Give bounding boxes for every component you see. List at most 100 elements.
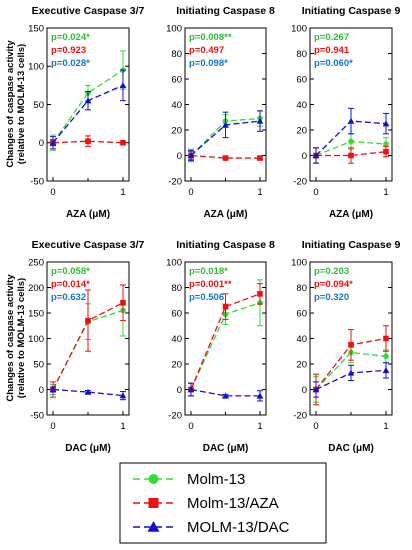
legend-label: MOLM-13/DAC xyxy=(187,519,290,536)
p-value-label: p=0.098* xyxy=(189,58,228,69)
data-point xyxy=(256,117,264,124)
y-tick-label: 20 xyxy=(171,359,182,370)
data-point xyxy=(85,317,91,324)
data-point xyxy=(383,335,389,342)
p-value-label: p=0.001** xyxy=(189,279,232,290)
data-point xyxy=(119,392,127,399)
y-tick-label: 40 xyxy=(171,100,182,111)
y-tick-label: 60 xyxy=(296,308,307,319)
panel-title: Initiating Caspase 8 xyxy=(176,239,275,251)
data-point xyxy=(348,342,354,348)
data-point xyxy=(49,386,57,393)
y-tick-label: 0 xyxy=(39,385,44,396)
data-point xyxy=(257,155,263,161)
data-point xyxy=(187,152,195,159)
y-tick-label: -20 xyxy=(168,176,182,187)
series-square xyxy=(313,146,389,164)
data-point xyxy=(382,367,390,374)
data-point xyxy=(256,392,264,399)
p-value-label: p=0.632 xyxy=(51,292,86,303)
y-tick-label: 100 xyxy=(28,62,44,73)
data-point xyxy=(147,521,160,532)
y-tick-label: 200 xyxy=(28,283,44,294)
y-tick-label: 0 xyxy=(302,151,307,162)
y-tick-label: 150 xyxy=(28,23,44,34)
chart-panel-4: Executive Caspase 3/7 -50 0 50 100 150 200 250 0… xyxy=(28,239,144,454)
panel-title: Initiating Caspase 9 xyxy=(302,239,401,251)
data-point xyxy=(347,117,355,124)
y-tick-label: 100 xyxy=(291,23,307,34)
data-point xyxy=(187,386,195,393)
y-tick-label: 60 xyxy=(171,308,182,319)
data-point xyxy=(257,291,263,297)
y-tick-label: 250 xyxy=(28,257,44,268)
p-value-label: p=0.203 xyxy=(314,266,349,277)
p-value-label: p=0.014* xyxy=(51,279,90,290)
y-tick-label: 40 xyxy=(296,334,307,345)
p-value-label: p=0.267 xyxy=(314,32,349,43)
legend-label: Molm-13 xyxy=(187,471,245,488)
y-tick-label: 0 xyxy=(177,151,182,162)
legend: Molm-13 Molm-13/AZA MOLM-13/DAC xyxy=(119,462,327,544)
chart-panel-1: Executive Caspase 3/7 -50 0 50 100 150 0 1 AZA (… xyxy=(28,5,144,220)
x-tick-label: 1 xyxy=(383,421,388,432)
chart-panel-5: Initiating Caspase 8 -20 0 20 40 60 80 100 0 1 DAC… xyxy=(166,239,275,454)
p-value-label: p=0.024* xyxy=(51,32,90,43)
y-tick-label: 40 xyxy=(171,334,182,345)
data-point xyxy=(222,303,229,310)
x-axis-label: AZA (μM) xyxy=(66,209,110,220)
x-axis-label: DAC (μM) xyxy=(203,443,249,454)
series-triangle xyxy=(49,386,127,401)
legend-entry-circle: Molm-13 xyxy=(133,471,245,488)
series-line xyxy=(190,388,260,397)
panel-title: Executive Caspase 3/7 xyxy=(32,5,145,17)
y-axis-label-line: Changes of caspase activity xyxy=(5,274,16,402)
data-point xyxy=(119,82,127,89)
series-triangle xyxy=(49,69,127,150)
x-axis-label: AZA (μM) xyxy=(203,209,247,220)
x-tick-label: 1 xyxy=(120,187,125,198)
data-point xyxy=(222,392,229,399)
panel-title: Initiating Caspase 9 xyxy=(302,5,401,17)
data-point xyxy=(222,121,229,128)
series-line xyxy=(52,388,124,397)
x-tick-label: 0 xyxy=(313,421,318,432)
data-point xyxy=(348,152,354,159)
x-tick-label: 1 xyxy=(120,421,125,432)
y-tick-label: 0 xyxy=(177,385,182,396)
x-axis-label: DAC (μM) xyxy=(65,443,111,454)
y-tick-label: 20 xyxy=(296,359,307,370)
y-tick-label: 80 xyxy=(296,283,307,294)
series-triangle xyxy=(312,362,390,398)
y-tick-label: 60 xyxy=(296,74,307,85)
p-value-label: p=0.028* xyxy=(51,58,90,69)
legend-label: Molm-13/AZA xyxy=(187,495,279,512)
x-tick-label: 0 xyxy=(188,421,193,432)
x-tick-label: 1 xyxy=(383,187,388,198)
p-value-label: p=0.941 xyxy=(314,45,350,56)
series-square xyxy=(50,135,126,148)
data-point xyxy=(383,353,389,360)
data-point xyxy=(383,141,389,147)
y-tick-label: 100 xyxy=(291,257,307,268)
series-square xyxy=(188,151,263,161)
y-tick-label: 80 xyxy=(296,49,307,60)
panel-title: Executive Caspase 3/7 xyxy=(32,239,145,251)
series-triangle xyxy=(312,107,390,164)
y-tick-label: 80 xyxy=(171,283,182,294)
series-triangle xyxy=(187,110,264,162)
p-value-label: p=0.060* xyxy=(314,58,353,69)
legend-entry-square: Molm-13/AZA xyxy=(133,495,279,512)
y-tick-label: 60 xyxy=(171,74,182,85)
y-axis-label-2: Changes of caspase activity (relative to … xyxy=(5,274,27,402)
p-value-label: p=0.923 xyxy=(51,45,86,56)
data-point xyxy=(382,120,390,127)
y-tick-label: 20 xyxy=(171,125,182,136)
data-point xyxy=(148,474,159,484)
series-line xyxy=(52,140,124,144)
y-axis-label-line: (relative to MOLM-13 cells) xyxy=(16,44,27,164)
data-point xyxy=(222,155,229,161)
y-tick-label: 100 xyxy=(166,257,182,268)
